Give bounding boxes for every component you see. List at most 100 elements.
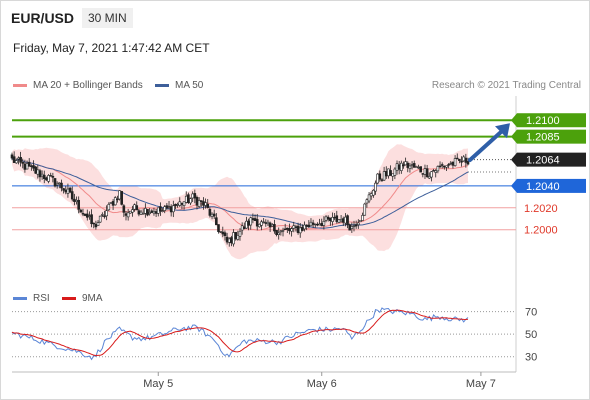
candle-body: [320, 223, 324, 227]
candle: [406, 161, 410, 173]
legend-rsi-ma: 9MA: [62, 293, 103, 304]
candle-body: [455, 157, 459, 160]
candle: [393, 167, 397, 180]
candle-body: [199, 200, 203, 202]
candle: [212, 209, 216, 219]
candle-body: [75, 199, 78, 202]
candle-body: [180, 202, 184, 205]
candle: [236, 230, 240, 241]
candle: [182, 201, 186, 210]
candle-body: [212, 213, 216, 217]
candle: [172, 200, 175, 218]
candle-body: [281, 230, 285, 232]
candle-body: [410, 164, 414, 166]
candle-body: [85, 213, 89, 218]
candle-body: [406, 162, 410, 168]
candle-body: [111, 201, 115, 206]
candle-body: [318, 223, 321, 226]
candle: [96, 220, 100, 226]
timeframe-badge[interactable]: 30 MIN: [82, 8, 133, 28]
candle-body: [292, 225, 296, 229]
candle-body: [432, 170, 435, 172]
candle: [193, 189, 197, 204]
candle-body: [62, 188, 65, 191]
candle-body: [204, 202, 207, 206]
candle-body: [384, 171, 388, 177]
candle: [70, 186, 74, 202]
legend-ma20: MA 20 + Bollinger Bands: [13, 80, 143, 91]
candle-body: [344, 216, 347, 224]
candle: [131, 205, 134, 217]
candle: [122, 204, 126, 218]
candle: [255, 213, 259, 231]
candle-body: [326, 216, 330, 220]
candle: [331, 212, 334, 226]
candle-body: [210, 213, 214, 217]
candle-body: [329, 217, 332, 222]
candle-body: [161, 210, 164, 212]
candle-body: [150, 210, 154, 213]
candle: [361, 212, 364, 221]
candle-body: [103, 215, 106, 218]
candle: [458, 158, 461, 164]
candle: [464, 153, 468, 168]
time-tick-label-0: May 5: [143, 378, 173, 390]
candle-body: [165, 205, 169, 209]
candle-body: [369, 193, 373, 197]
candle: [120, 190, 123, 206]
candle-body: [98, 215, 102, 223]
candle-body: [64, 189, 68, 193]
candle-body: [223, 232, 227, 236]
level-tag-pointer-1.2100: [511, 113, 517, 128]
candle: [146, 209, 149, 217]
candle: [389, 165, 392, 176]
candle: [163, 204, 167, 214]
candle-body: [122, 205, 126, 213]
candle: [425, 164, 429, 179]
ma20-swatch: [13, 83, 27, 87]
candle: [311, 219, 315, 228]
rsi-tick-label-30: 30: [525, 352, 537, 364]
candle-body: [60, 182, 63, 189]
candle-body: [156, 207, 160, 214]
candle: [262, 218, 265, 224]
candle-body: [79, 209, 83, 213]
candle-body: [436, 166, 440, 172]
candle-body: [234, 232, 237, 240]
candle: [447, 163, 450, 169]
candle-body: [49, 175, 53, 177]
candle: [249, 216, 253, 230]
candle-body: [445, 165, 448, 168]
candle-body: [307, 224, 311, 228]
candle-body: [260, 221, 263, 226]
candle-body: [294, 226, 298, 228]
candle-body: [382, 171, 386, 181]
candle: [21, 158, 25, 169]
candle-body: [462, 156, 465, 162]
candle-body: [460, 161, 463, 163]
candle-body: [53, 178, 57, 187]
candle: [83, 213, 87, 217]
candle: [365, 198, 369, 208]
candle-body: [45, 177, 48, 181]
candle: [303, 221, 306, 232]
candle: [103, 210, 106, 219]
candle: [372, 189, 375, 198]
candle-body: [440, 164, 444, 166]
candle-body: [195, 196, 199, 206]
candle-body: [264, 222, 268, 224]
candle-body: [126, 212, 130, 218]
candle-body: [113, 197, 117, 206]
candle: [402, 161, 405, 169]
candle: [141, 208, 145, 215]
candle-body: [339, 219, 343, 222]
last-price-tag: [517, 152, 586, 167]
candle: [260, 219, 263, 231]
candle: [60, 179, 63, 192]
candle: [354, 220, 358, 229]
candle-body: [107, 204, 111, 211]
candle-body: [447, 164, 450, 166]
candle-body: [148, 212, 151, 214]
candle: [38, 168, 42, 182]
candle-body: [402, 164, 405, 167]
